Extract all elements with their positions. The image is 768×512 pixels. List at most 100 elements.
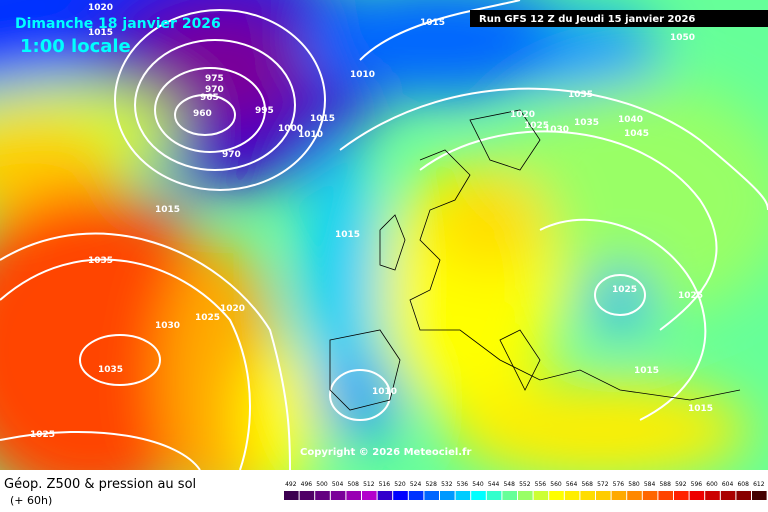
color-tick-label: 596: [691, 481, 703, 488]
color-swatch: [642, 491, 658, 500]
color-swatch: [377, 491, 393, 500]
color-swatch: [580, 491, 595, 500]
isobar-label: 1025: [30, 430, 55, 440]
color-swatch: [455, 491, 471, 500]
isobar-label: 1035: [88, 256, 113, 266]
color-swatch: [284, 491, 299, 500]
isobar-label: 1020: [88, 3, 113, 13]
color-tick-label: 552: [519, 481, 531, 488]
forecast-date: Dimanche 18 janvier 2026: [15, 16, 221, 32]
isobar-label: 1015: [688, 404, 713, 414]
isobar-label: 1010: [372, 387, 397, 397]
color-tick-label: 560: [550, 481, 562, 488]
isobar-label: 970: [205, 85, 224, 95]
color-tick-label: 608: [737, 481, 749, 488]
isobar-label: 1025: [678, 291, 703, 301]
copyright: Copyright © 2026 Meteociel.fr: [300, 447, 471, 458]
color-tick-label: 536: [457, 481, 469, 488]
isobar-label: 1020: [510, 110, 535, 120]
isobar-label: 1010: [350, 70, 375, 80]
color-tick-label: 600: [706, 481, 718, 488]
color-swatch: [486, 491, 502, 500]
color-tick-label: 540: [472, 481, 484, 488]
color-tick-label: 516: [379, 481, 391, 488]
isobar-label: 960: [193, 109, 212, 119]
color-tick-label: 584: [644, 481, 656, 488]
color-swatch: [518, 491, 533, 500]
isobar-label: 1035: [98, 365, 123, 375]
isobar-label: 1015: [155, 205, 180, 215]
color-tick-label: 512: [363, 481, 375, 488]
isobar-label: 1035: [574, 118, 599, 128]
color-tick-label: 496: [301, 481, 313, 488]
color-swatch: [346, 491, 361, 500]
color-swatch: [533, 491, 549, 500]
isobar-label: 970: [222, 150, 241, 160]
coastlines: [329, 109, 741, 411]
color-tick-label: 568: [581, 481, 593, 488]
isobar-label: 1035: [568, 90, 593, 100]
isobar-label: 995: [255, 106, 274, 116]
color-tick-label: 564: [566, 481, 578, 488]
isobars: [0, 0, 768, 470]
color-swatch: [705, 491, 720, 500]
color-swatch: [627, 491, 642, 500]
color-tick-label: 580: [628, 481, 640, 488]
color-swatch: [299, 491, 315, 500]
isobar-label: 965: [200, 93, 219, 103]
color-swatch: [689, 491, 705, 500]
color-swatch: [658, 491, 673, 500]
color-tick-label: 520: [394, 481, 406, 488]
color-swatch: [564, 491, 580, 500]
color-swatch: [736, 491, 751, 500]
isobar-label: 1015: [634, 366, 659, 376]
run-box: [470, 10, 768, 27]
isobar-label: 1045: [624, 129, 649, 139]
color-swatch: [752, 491, 767, 500]
forecast-time: 1:00 locale: [20, 36, 131, 57]
isobar-label: 1015: [88, 28, 113, 38]
color-swatch: [549, 491, 564, 500]
color-tick-label: 604: [722, 481, 734, 488]
isobar-label: 1000: [278, 124, 303, 134]
color-swatch: [315, 491, 330, 500]
color-swatch: [596, 491, 611, 500]
color-swatch: [720, 491, 736, 500]
color-swatch: [408, 491, 424, 500]
isobar-label: 1025: [612, 285, 637, 295]
legend-lead: (+ 60h): [10, 494, 52, 507]
color-swatch: [502, 491, 517, 500]
color-tick-label: 572: [597, 481, 609, 488]
color-swatch: [440, 491, 455, 500]
color-tick-label: 556: [535, 481, 547, 488]
isobar-label: 1030: [544, 125, 569, 135]
color-tick-label: 528: [425, 481, 437, 488]
color-tick-label: 588: [659, 481, 671, 488]
color-swatch: [330, 491, 346, 500]
isobar-label: 1015: [420, 18, 445, 28]
isobar-label: 1015: [335, 230, 360, 240]
isobar-label: 1040: [618, 115, 643, 125]
color-tick-label: 492: [285, 481, 297, 488]
run-info: Run GFS 12 Z du Jeudi 15 janvier 2026: [479, 14, 695, 25]
color-tick-label: 532: [441, 481, 453, 488]
color-swatch: [424, 491, 439, 500]
legend-title: Géop. Z500 & pression au sol: [4, 477, 196, 492]
isobar-label: 1025: [195, 313, 220, 323]
color-tick-label: 544: [488, 481, 500, 488]
isobar-label: 1030: [155, 321, 180, 331]
color-tick-label: 576: [613, 481, 625, 488]
color-tick-label: 504: [332, 481, 344, 488]
color-tick-label: 612: [753, 481, 765, 488]
isobar-label: 1025: [524, 121, 549, 131]
isobar-label: 1015: [310, 114, 335, 124]
isobar-label: 975: [205, 74, 224, 84]
color-tick-label: 508: [347, 481, 359, 488]
color-swatch: [611, 491, 627, 500]
color-swatch: [362, 491, 377, 500]
color-tick-label: 548: [503, 481, 515, 488]
color-swatch: [674, 491, 689, 500]
color-tick-label: 592: [675, 481, 687, 488]
